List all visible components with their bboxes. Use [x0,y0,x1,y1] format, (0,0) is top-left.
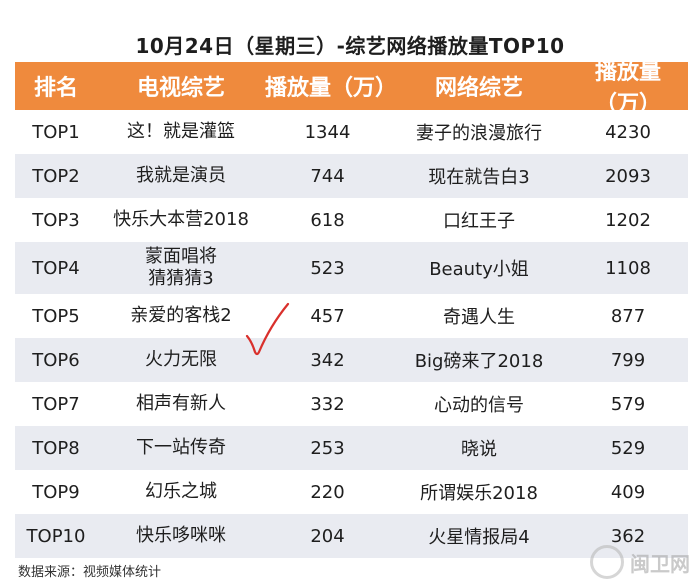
web-show-cell: 现在就告白3 [428,167,530,188]
rank-cell: TOP9 [32,481,80,503]
tv-show-cell: 相声有新人 [97,393,265,415]
web-views-cell: 1108 [605,257,651,279]
web-show-cell: 心动的信号 [434,395,524,416]
table-row: TOP6 火力无限 342 Big磅来了2018 799 [15,338,688,382]
tv-views-cell: 332 [310,393,345,415]
tv-show-cell: 我就是演员 [97,165,265,187]
tv-show-cell: 下一站传奇 [97,437,265,459]
tv-show-name: 相声有新人 [136,393,226,414]
rank-cell: TOP3 [32,209,80,231]
rank-cell: TOP10 [26,525,86,547]
rank-cell: TOP1 [32,121,80,143]
rank-cell: TOP4 [32,257,80,279]
table-body: TOP1 这！就是灌篮 1344 妻子的浪漫旅行 4230 TOP2 我就是演员 744 现在就… [15,110,688,558]
web-views-cell: 579 [610,393,646,415]
header-web-show: 网络综艺 [434,76,523,101]
tv-show-name: 这！就是灌篮 [127,121,235,142]
tv-show-name: 我就是演员 [136,165,226,186]
rank-cell: TOP6 [32,349,80,371]
tv-show-cell: 蒙面唱将 猜猜猜3 [97,246,265,290]
tv-show-cell: 火力无限 [97,349,265,371]
tv-show-name: 幻乐之城 [145,481,217,502]
table-row: TOP9 幻乐之城 220 所谓娱乐2018 409 [15,470,688,514]
web-views-cell: 529 [610,437,646,459]
web-views-cell: 799 [610,349,646,371]
web-show-cell: 奇遇人生 [443,307,515,328]
web-views-cell: 877 [610,305,646,327]
tv-show-name: 快乐哆咪咪 [136,525,226,546]
rank-cell: TOP5 [32,305,80,327]
web-views-cell: 2093 [605,165,651,187]
watermark-logo-icon [590,545,624,579]
watermark-text: 闽卫网 [630,551,690,576]
tv-views-cell: 618 [310,209,345,231]
header-web-views: 播放量（万） [594,60,661,117]
header-tv-views: 播放量（万） [265,76,398,101]
tv-show-cell: 亲爱的客栈2 [97,305,265,327]
tv-show-name: 火力无限 [145,349,217,370]
watermark: 闽卫网 [590,545,690,579]
web-views-cell: 4230 [605,121,651,143]
web-show-cell: 妻子的浪漫旅行 [416,123,542,144]
tv-views-cell: 204 [310,525,345,547]
web-views-cell: 362 [610,525,646,547]
tv-views-cell: 523 [310,257,345,279]
table-row: TOP5 亲爱的客栈2 457 奇遇人生 877 [15,294,688,338]
rank-cell: TOP8 [32,437,80,459]
rank-cell: TOP7 [32,393,80,415]
web-show-cell: 晓说 [461,439,497,460]
table-row: TOP7 相声有新人 332 心动的信号 579 [15,382,688,426]
page-title: 10月24日（星期三）-综艺网络播放量TOP10 [135,34,565,58]
tv-show-cell: 快乐大本营2018 [97,209,265,231]
table-row: TOP10 快乐哆咪咪 204 火星情报局4 362 [15,514,688,558]
web-views-cell: 1202 [605,209,651,231]
tv-show-name: 亲爱的客栈2 [130,305,232,326]
tv-show-name: 蒙面唱将 [145,246,217,267]
tv-show-name: 快乐大本营2018 [113,209,249,230]
web-show-cell: 所谓娱乐2018 [420,483,538,504]
web-views-cell: 409 [610,481,646,503]
table-row: TOP4 蒙面唱将 猜猜猜3 523 Beauty小姐 1108 [15,242,688,294]
header-tv-show: 电视综艺 [136,76,225,101]
tv-views-cell: 1344 [304,121,351,143]
ranking-table: 排名 电视综艺 播放量（万） 网络综艺 播放量（万） TOP1 这！就是灌篮 134… [15,60,688,558]
tv-show-name: 猜猜猜3 [148,268,214,289]
data-source-note: 数据来源：视频媒体统计 [18,565,162,580]
web-show-cell: Beauty小姐 [429,259,529,280]
tv-show-name: 下一站传奇 [136,437,226,458]
tv-views-cell: 744 [310,165,345,187]
tv-views-cell: 220 [310,481,345,503]
rank-cell: TOP2 [32,165,80,187]
checkmark-icon [245,302,290,356]
web-show-cell: 口红王子 [443,211,515,232]
table-row: TOP1 这！就是灌篮 1344 妻子的浪漫旅行 4230 [15,110,688,154]
web-show-cell: 火星情报局4 [428,527,530,548]
table-header: 排名 电视综艺 播放量（万） 网络综艺 播放量（万） [15,60,688,117]
web-show-cell: Big磅来了2018 [414,351,544,372]
tv-show-cell: 快乐哆咪咪 [97,525,265,547]
tv-show-cell: 幻乐之城 [97,481,265,503]
header-rank: 排名 [33,76,78,101]
table-row: TOP8 下一站传奇 253 晓说 529 [15,426,688,470]
tv-views-cell: 457 [310,305,345,327]
tv-show-cell: 这！就是灌篮 [97,121,265,143]
tv-views-cell: 342 [310,349,345,371]
table-row: TOP2 我就是演员 744 现在就告白3 2093 [15,154,688,198]
table-row: TOP3 快乐大本营2018 618 口红王子 1202 [15,198,688,242]
tv-views-cell: 253 [310,437,345,459]
